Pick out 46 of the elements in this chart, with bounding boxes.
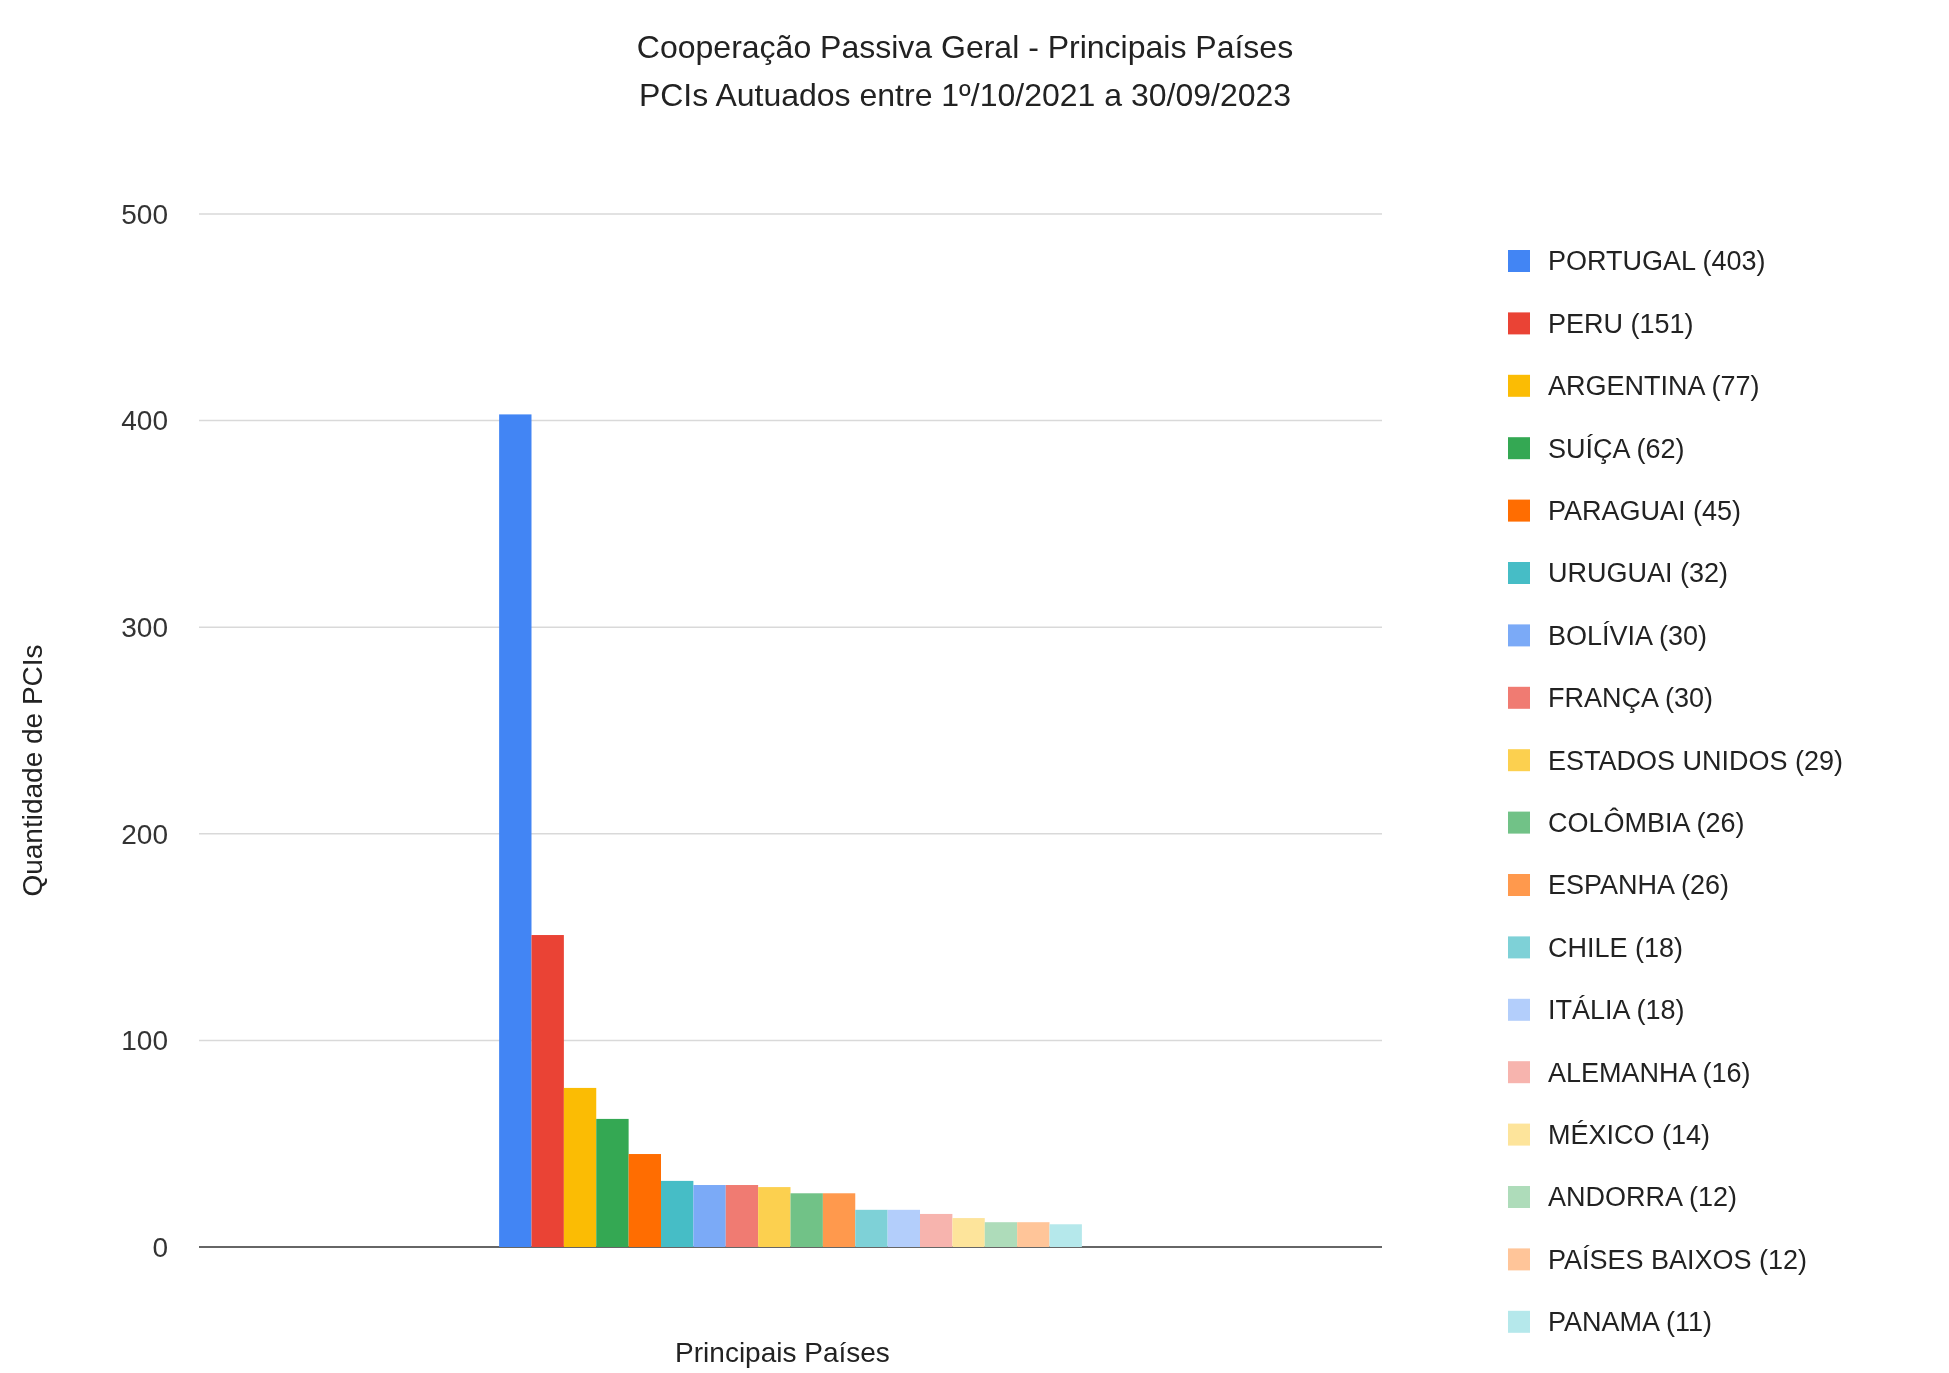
bar (693, 1185, 726, 1247)
legend-label: PERU (151) (1548, 308, 1694, 339)
legend-label: COLÔMBIA (26) (1548, 807, 1745, 839)
legend-label: CHILE (18) (1548, 932, 1684, 963)
legend-label: MÉXICO (14) (1548, 1120, 1711, 1151)
chart-subtitle: PCIs Autuados entre 1º/10/2021 a 30/09/2023 (638, 77, 1292, 113)
bar (887, 1209, 920, 1247)
bar (1049, 1224, 1082, 1247)
bar (563, 1087, 597, 1247)
legend-label: ESTADOS UNIDOS (29) (1548, 745, 1844, 776)
legend-label: URUGUAI (32) (1548, 558, 1729, 589)
bar (725, 1185, 759, 1247)
legend-label: PAÍSES BAIXOS (12) (1548, 1244, 1808, 1275)
bar (499, 414, 532, 1247)
legend-label: ALEMANHA (16) (1548, 1057, 1751, 1088)
bar (855, 1209, 888, 1247)
y-axis-title: Quantidade de PCIs (17, 644, 48, 897)
x-axis-title: Principais Países (675, 1337, 890, 1368)
legend-label: FRANÇA (30) (1548, 683, 1714, 714)
legend-label: ARGENTINA (77) (1548, 371, 1760, 402)
bar (758, 1187, 791, 1247)
legend-label: PORTUGAL (403) (1548, 246, 1766, 277)
legend-label: ITÁLIA (18) (1548, 995, 1685, 1026)
y-tick-label: 0 (152, 1231, 168, 1263)
bar (920, 1213, 953, 1247)
legend-label: ANDORRA (12) (1548, 1182, 1738, 1213)
legend-label: PARAGUAI (45) (1548, 496, 1742, 527)
bar (790, 1193, 823, 1247)
chart-title: Cooperação Passiva Geral - Principais Países (636, 29, 1294, 65)
bar (628, 1154, 661, 1247)
y-tick-label: 200 (121, 818, 168, 850)
y-tick-label: 400 (121, 405, 168, 437)
legend-label: SUÍÇA (62) (1548, 433, 1685, 464)
bar (984, 1222, 1018, 1247)
bar (661, 1180, 694, 1247)
bar (822, 1193, 856, 1247)
legend-label: ESPANHA (26) (1548, 870, 1730, 901)
bar (952, 1218, 985, 1247)
y-tick-label: 300 (121, 612, 168, 643)
y-tick-label: 100 (121, 1025, 168, 1057)
bar (531, 935, 564, 1247)
legend-label: BOLÍVIA (30) (1548, 620, 1708, 651)
bar (1017, 1222, 1050, 1247)
legend-label: PANAMA (11) (1548, 1307, 1713, 1338)
y-tick-label: 500 (121, 198, 168, 230)
bar (596, 1118, 629, 1247)
